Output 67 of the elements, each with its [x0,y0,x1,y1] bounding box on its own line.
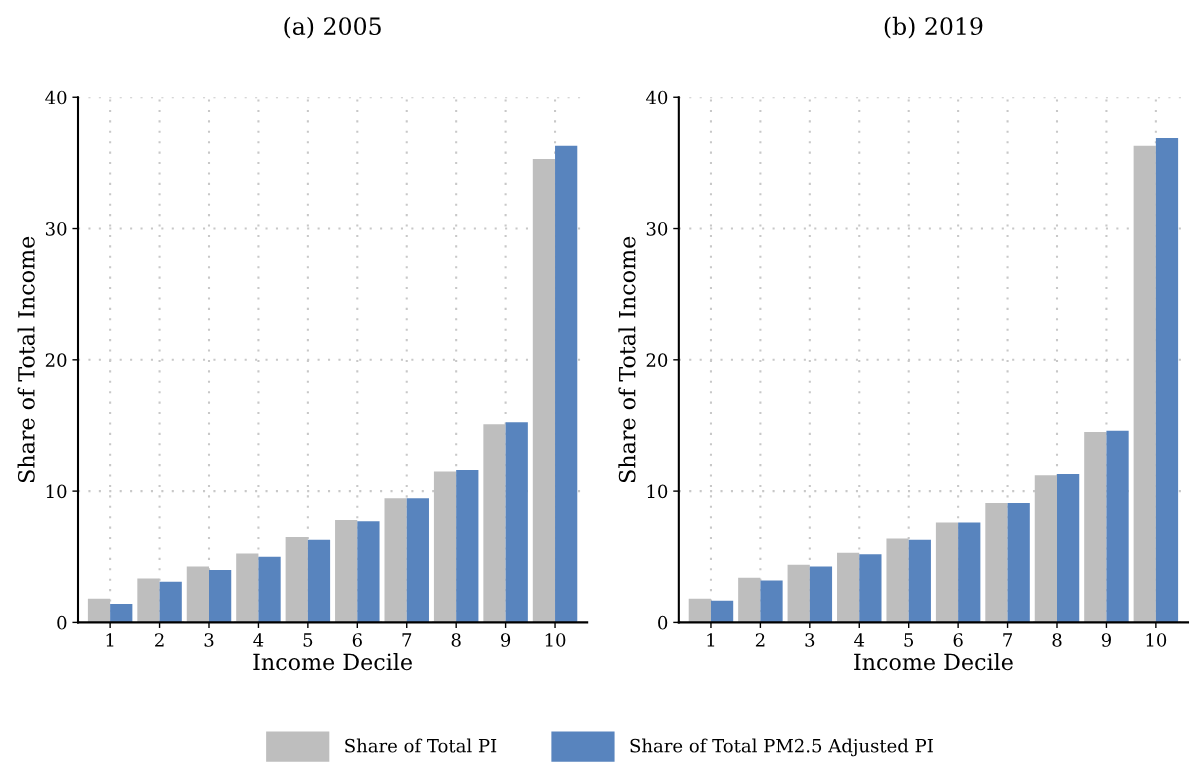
bar [532,158,556,623]
bar [159,581,182,623]
y-axis-title: Share of Total Income [618,236,636,483]
bar [110,604,133,623]
x-tick-label: 8 [451,633,461,647]
chart-title: (b) 2019 [884,16,983,39]
bar [1007,502,1030,623]
bar [787,564,810,623]
bar [335,520,358,623]
x-tick-label: 5 [904,633,914,647]
x-axis-title: Income Decile [854,653,1013,671]
y-tick-label: 30 [646,222,668,236]
x-tick-label: 1 [106,633,114,647]
y-tick-label: 30 [45,222,67,236]
x-tick-label: 10 [1146,633,1167,647]
bar [908,539,931,623]
y-tick-label: 10 [46,484,67,499]
y-tick-label: 40 [645,90,668,105]
x-tick-label: 6 [352,633,362,647]
bar [710,600,734,623]
bar [357,521,380,623]
bar [958,522,981,623]
bar [1084,432,1107,623]
y-tick-label: 40 [45,90,67,105]
bar [258,556,281,623]
x-tick-label: 4 [854,633,865,647]
y-tick-label: 20 [45,353,67,367]
bar [809,566,833,623]
bar [760,580,783,623]
bar [1133,145,1156,623]
bar [1106,430,1129,623]
bar [307,539,331,623]
x-tick-label: 6 [953,633,963,647]
bar [236,553,259,623]
bar [505,422,528,623]
y-tick-label: 0 [57,615,67,630]
bar [935,522,959,623]
y-tick-label: 20 [646,353,668,367]
bar [406,498,429,623]
legend-label: Share of Total PI [345,738,497,753]
bar [1155,137,1179,623]
x-tick-label: 9 [501,633,511,647]
x-tick-label: 4 [253,633,264,647]
x-tick-label: 7 [1003,633,1012,647]
x-tick-label: 3 [805,633,815,647]
x-tick-label: 7 [402,633,412,647]
bar [837,552,860,623]
x-tick-label: 5 [303,633,313,647]
chart-title: (a) 2005 [284,16,381,39]
bar [555,145,578,623]
x-tick-label: 1 [707,633,715,647]
x-tick-label: 8 [1052,633,1062,647]
x-axis-title: Income Decile [253,653,412,671]
x-tick-label: 10 [545,633,566,647]
legend-label: Share of Total PM2.5 Adjusted PI [630,738,933,757]
x-tick-label: 2 [755,633,765,647]
bar [1057,474,1080,623]
y-tick-label: 0 [658,615,668,630]
x-tick-label: 2 [155,633,164,647]
y-axis-title: Share of Total Income [17,236,35,483]
x-tick-label: 3 [204,633,214,647]
y-tick-label: 10 [647,484,668,499]
bar [456,470,479,623]
bar [209,569,232,623]
bar [859,554,882,623]
bar [985,502,1008,623]
x-tick-label: 9 [1101,633,1111,647]
